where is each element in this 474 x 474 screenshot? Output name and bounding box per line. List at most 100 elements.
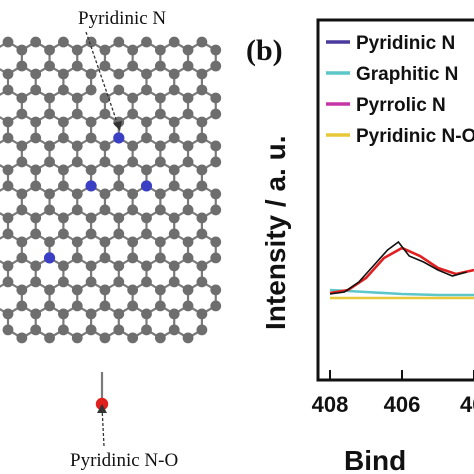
carbon-atom (99, 236, 111, 248)
carbon-atom (44, 204, 55, 216)
carbon-atom (154, 300, 166, 312)
carbon-atom (154, 60, 166, 72)
carbon-atom (44, 44, 55, 56)
carbon-atom (44, 108, 55, 120)
carbon-atom (2, 84, 14, 96)
tick-label-404: 40 (460, 392, 474, 417)
carbon-atom (196, 228, 208, 240)
carbon-atom (182, 188, 194, 200)
carbon-atom (2, 276, 14, 288)
carbon-atom (2, 132, 14, 144)
carbon-atom (85, 164, 97, 176)
carbon-atom (210, 156, 222, 168)
carbon-atom (210, 204, 222, 216)
carbon-atom (113, 68, 125, 80)
carbon-atom (58, 116, 69, 128)
carbon-atom (141, 84, 152, 96)
carbon-atom (30, 212, 42, 224)
carbon-atom (16, 204, 28, 216)
carbon-atom (168, 116, 180, 128)
carbon-atom (154, 284, 166, 296)
carbon-atom (71, 300, 83, 312)
carbon-atom (58, 36, 69, 48)
carbon-atom (58, 260, 69, 272)
carbon-atom (2, 324, 14, 336)
carbon-atom (182, 60, 194, 72)
series-graphitic-n (329, 288, 474, 297)
carbon-atom (44, 332, 55, 344)
carbon-atom (196, 132, 208, 144)
carbon-atom (168, 212, 180, 224)
nitrogen-atom (140, 180, 153, 192)
carbon-atom (99, 92, 111, 104)
arrowhead-pyridinic-n-o (97, 404, 107, 413)
carbon-atom (182, 44, 194, 56)
carbon-atom (141, 308, 152, 320)
carbon-atom (99, 60, 111, 72)
legend: Pyridinic N Graphitic N Pyrrolic N Pyrid… (326, 33, 474, 147)
carbon-atom (58, 164, 69, 176)
carbon-atom (16, 252, 28, 264)
carbon-atom (210, 284, 222, 296)
carbon-atom (141, 68, 152, 80)
carbon-atom (71, 236, 83, 248)
carbon-atom (182, 332, 194, 344)
carbon-atom (168, 324, 180, 336)
carbon-atom (182, 300, 194, 312)
graphene-lattice (0, 36, 222, 411)
carbon-atom (85, 36, 97, 48)
carbon-atom (58, 308, 69, 320)
carbon-atom (16, 156, 28, 168)
carbon-atom (113, 276, 125, 288)
carbon-atom (44, 156, 55, 168)
carbon-atom (71, 284, 83, 296)
carbon-atom (127, 300, 139, 312)
arrow-pyridinic-n-o (101, 406, 105, 447)
panel-label-b: (b) (246, 34, 283, 67)
carbon-atom (196, 68, 208, 80)
carbon-atom (16, 108, 28, 120)
carbon-atom (71, 188, 83, 200)
carbon-atom (182, 108, 194, 120)
carbon-atom (58, 68, 69, 80)
carbon-atom (44, 284, 55, 296)
carbon-atom (141, 132, 152, 144)
label-pyridinic-n-o: Pyridinic N-O (70, 450, 178, 471)
carbon-atom (127, 44, 139, 56)
carbon-atom (71, 60, 83, 72)
carbon-atom (85, 324, 97, 336)
carbon-atom (16, 332, 28, 344)
carbon-atom (154, 156, 166, 168)
carbon-atom (16, 300, 28, 312)
carbon-atom (127, 204, 139, 216)
carbon-atom (196, 212, 208, 224)
carbon-atom (44, 300, 55, 312)
carbon-atom (127, 284, 139, 296)
carbon-atom (85, 276, 97, 288)
carbon-atom (30, 308, 42, 320)
carbon-atom (16, 92, 28, 104)
carbon-atom (85, 260, 97, 272)
carbon-atom (85, 228, 97, 240)
nitrogen-atom (113, 132, 125, 144)
x-axis-label: Bind (344, 445, 406, 474)
carbon-atom (71, 44, 83, 56)
carbon-atom (210, 300, 222, 312)
carbon-atom (16, 140, 28, 152)
carbon-atom (127, 332, 139, 344)
carbon-atom (113, 212, 125, 224)
carbon-atom (168, 36, 180, 48)
carbon-atom (44, 60, 55, 72)
carbon-atom (2, 260, 14, 272)
legend-label-pyrrolic-n: Pyrrolic N (356, 95, 446, 116)
carbon-atom (99, 156, 111, 168)
carbon-atom (85, 308, 97, 320)
carbon-atom (154, 108, 166, 120)
carbon-atom (16, 236, 28, 248)
carbon-atom (113, 164, 125, 176)
nitrogen-atom (43, 252, 56, 264)
y-axis-label: Intensity / a. u. (260, 136, 291, 330)
carbon-atom (16, 60, 28, 72)
carbon-atom (99, 252, 111, 264)
carbon-atom (113, 308, 125, 320)
